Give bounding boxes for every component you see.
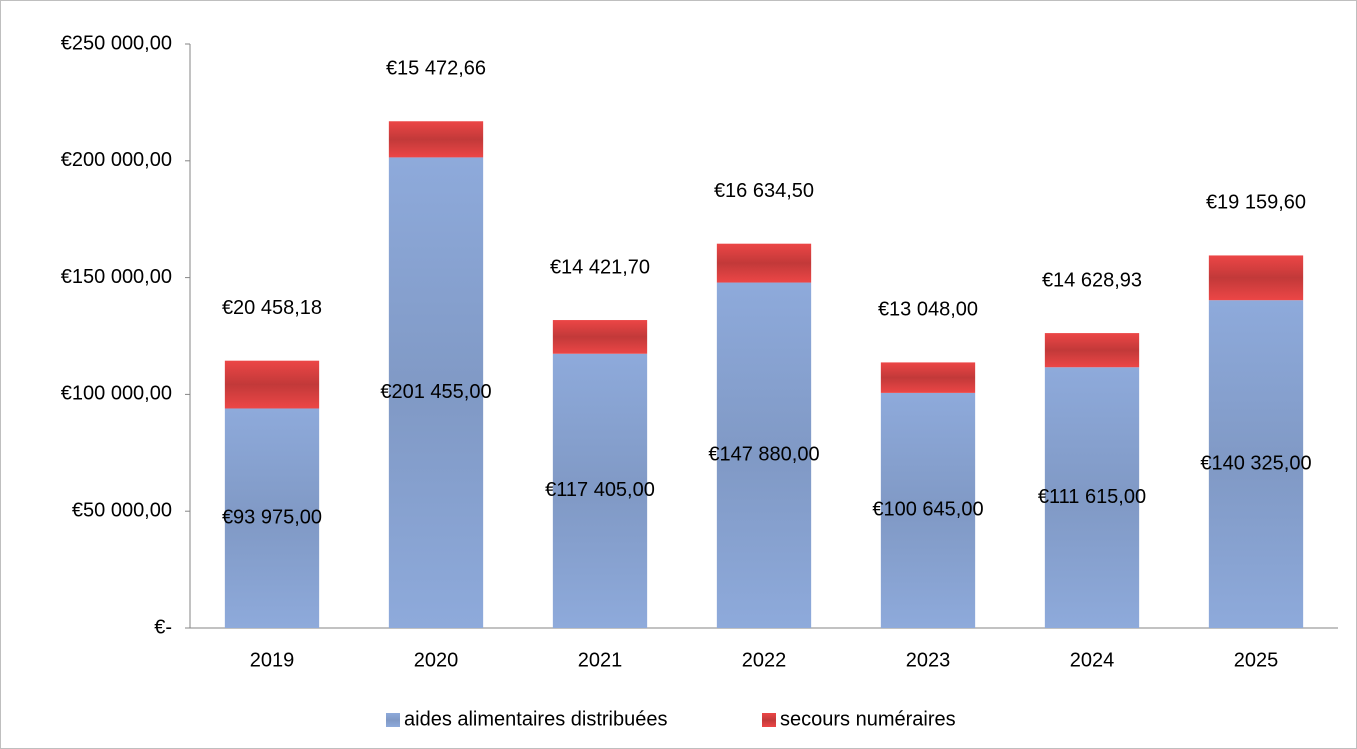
bar-segment	[1208, 255, 1304, 301]
data-label: €117 405,00	[545, 479, 655, 501]
bar-segment	[224, 408, 320, 628]
data-label: €147 880,00	[708, 444, 819, 466]
data-label: €140 325,00	[1200, 452, 1311, 474]
legend-label: secours numéraires	[780, 708, 956, 730]
legend-swatch	[386, 713, 400, 727]
x-tick-label: 2023	[906, 649, 951, 671]
data-label: €20 458,18	[222, 297, 322, 319]
x-tick-label: 2025	[1234, 649, 1279, 671]
bar-segment	[716, 282, 812, 628]
bar-segment	[388, 157, 484, 628]
data-label: €15 472,66	[386, 58, 486, 80]
bar-segment	[880, 392, 976, 628]
bar-segment	[552, 353, 648, 628]
data-label: €13 048,00	[878, 299, 978, 321]
y-tick-label: €250 000,00	[61, 32, 172, 54]
y-tick-label: €150 000,00	[61, 266, 172, 288]
bar-segment	[224, 360, 320, 409]
bar-segment	[1044, 367, 1140, 628]
y-tick-label: €50 000,00	[72, 499, 172, 521]
data-label: €100 645,00	[872, 499, 983, 521]
bar-segment	[716, 243, 812, 283]
legend-label: aides alimentaires distribuées	[404, 708, 667, 730]
y-tick-label: €200 000,00	[61, 149, 172, 171]
legend-swatch	[762, 713, 776, 727]
data-label: €16 634,50	[714, 180, 814, 202]
data-label: €201 455,00	[380, 381, 491, 403]
data-label: €19 159,60	[1206, 192, 1306, 214]
x-tick-label: 2022	[742, 649, 787, 671]
bar-segment	[1044, 333, 1140, 368]
x-tick-label: 2019	[250, 649, 295, 671]
x-tick-label: 2020	[414, 649, 459, 671]
y-tick-label: €-	[154, 616, 172, 638]
data-label: €111 615,00	[1038, 486, 1146, 508]
x-tick-label: 2024	[1070, 649, 1115, 671]
x-tick-label: 2021	[578, 649, 623, 671]
y-tick-label: €100 000,00	[61, 383, 172, 405]
bar-segment	[1208, 300, 1304, 628]
data-label: €14 421,70	[550, 256, 650, 278]
bar-segment	[388, 121, 484, 158]
data-label: €93 975,00	[222, 507, 322, 529]
data-label: €14 628,93	[1042, 269, 1142, 291]
bar-segment	[552, 320, 648, 354]
bar-segment	[880, 362, 976, 393]
